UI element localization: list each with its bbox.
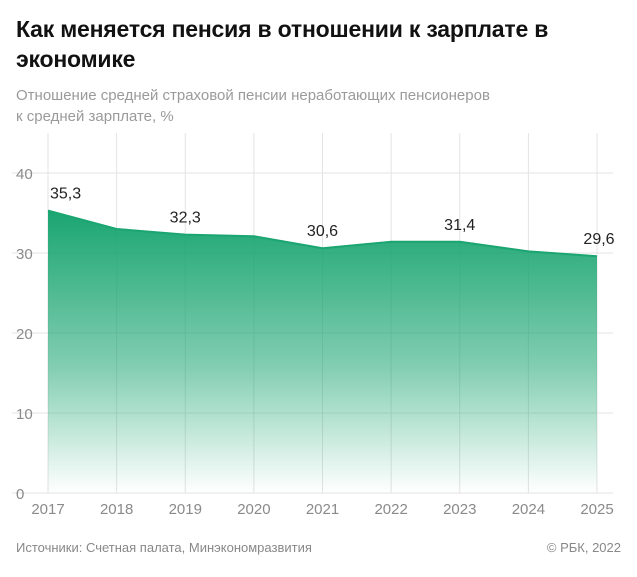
x-tick-label-2024: 2024 [512,501,545,518]
subtitle-line-2: к средней зарплате, % [16,108,174,125]
y-tick-label-10: 10 [16,406,33,423]
data-label-2021: 30,6 [307,223,338,240]
chart-title: Как меняется пенсия в отношении к зарпла… [16,16,549,72]
y-tick-label-0: 0 [16,486,24,503]
x-tick-label-2023: 2023 [443,501,476,518]
data-label-2019: 32,3 [170,210,201,227]
data-label-2023: 31,4 [444,217,475,234]
x-tick-label-2021: 2021 [306,501,339,518]
copyright: © РБК, 2022 [546,540,621,555]
x-tick-label-2017: 2017 [31,501,64,518]
source-note: Источники: Счетная палата, Минэкономразв… [16,540,312,555]
data-label-2017: 35,3 [50,186,81,203]
x-tick-label-2025: 2025 [580,501,613,518]
x-tick-label-2018: 2018 [100,501,133,518]
x-tick-label-2022: 2022 [374,501,407,518]
y-tick-label-30: 30 [16,246,33,263]
chart-subtitle: Отношение средней страховой пенсии нераб… [16,85,626,127]
x-tick-label-2020: 2020 [237,501,270,518]
x-tick-label-2019: 2019 [169,501,202,518]
subtitle-line-1: Отношение средней страховой пенсии нераб… [16,87,490,104]
data-label-2025: 29,6 [583,231,614,248]
y-tick-label-20: 20 [16,326,33,343]
y-tick-label-40: 40 [16,166,33,183]
area-series [48,210,597,493]
